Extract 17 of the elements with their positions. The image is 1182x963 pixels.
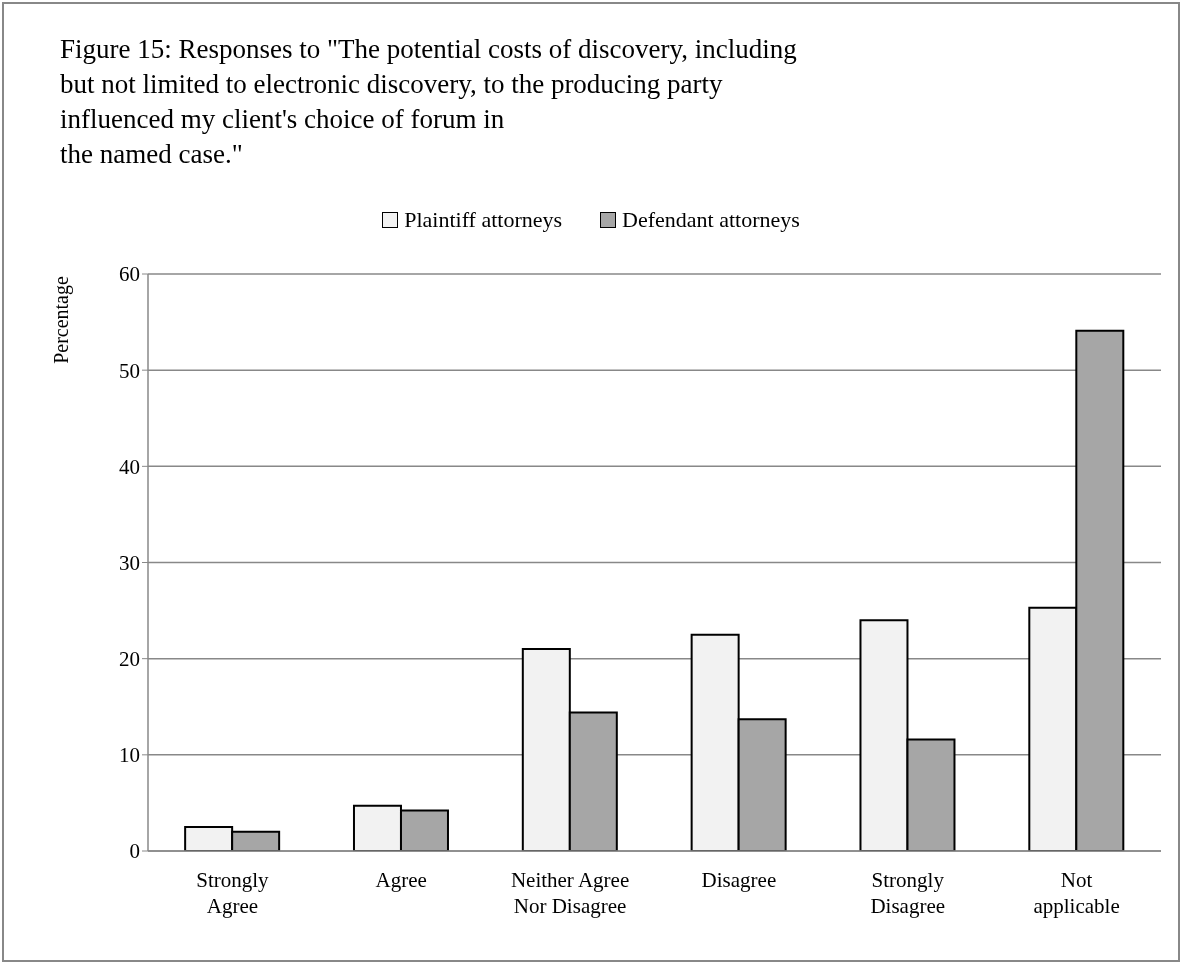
x-tick-label: Strongly Agree — [196, 868, 270, 918]
legend-label: Defendant attorneys — [622, 207, 800, 233]
x-tick-label: Disagree — [701, 868, 777, 892]
x-tick-label: Neither Agree Nor Disagree — [510, 868, 630, 918]
x-tick-label: Not applicable — [1033, 868, 1120, 918]
x-tick-label: Strongly Disagree — [870, 868, 946, 918]
y-tick-label: 50 — [119, 358, 140, 383]
y-tick-label: 10 — [119, 743, 140, 768]
y-tick-label: 40 — [119, 454, 140, 479]
x-tick-label: Agree — [375, 868, 427, 892]
y-axis-title: Percentage — [49, 276, 73, 364]
y-tick-label: 0 — [129, 839, 140, 864]
y-tick-label: 20 — [119, 647, 140, 672]
legend-label: Plaintiff attorneys — [404, 207, 563, 233]
y-tick-label: 60 — [119, 262, 140, 287]
y-tick-label: 30 — [119, 550, 140, 575]
chart-title: Figure 15: Responses to "The potential costs of discovery, including but not limited to electronic discovery, to the producing party influenced my client's choice of forum in the named case." — [60, 33, 798, 171]
